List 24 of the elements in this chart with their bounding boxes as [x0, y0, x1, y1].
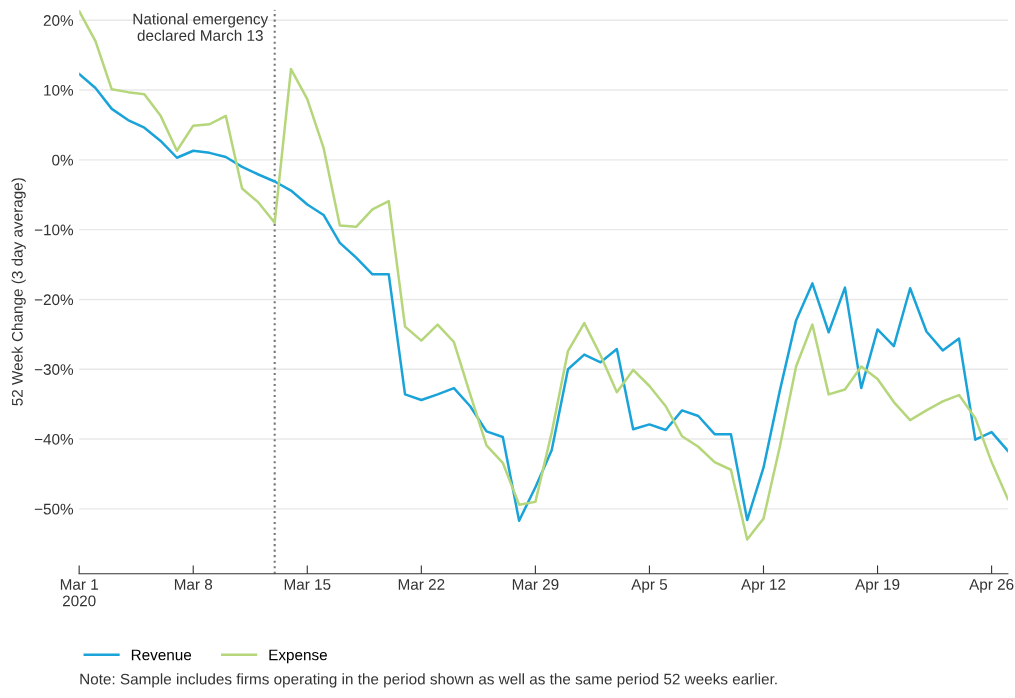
- legend-label: Revenue: [131, 649, 192, 661]
- line-series: [79, 9, 1008, 541]
- y-tick-label: 20%: [43, 15, 74, 26]
- x-tick-label: Mar 22: [398, 579, 445, 590]
- y-tick-label: −50%: [34, 503, 74, 515]
- x-tick-label: Apr 19: [855, 579, 900, 593]
- y-tick-label: −30%: [34, 364, 74, 375]
- y-tick-label: −40%: [34, 433, 74, 445]
- line-series: [79, 72, 1008, 522]
- y-tick-label: −10%: [34, 224, 74, 236]
- x-tick-label: Mar 29: [512, 579, 559, 590]
- legend-label: Expense: [269, 649, 327, 664]
- x-tick-label: Mar 1 2020: [60, 579, 98, 607]
- y-tick-label: 0%: [52, 154, 74, 166]
- x-tick-label: Apr 12: [741, 579, 786, 593]
- ref-line-label: National emergency declared March 13: [133, 13, 269, 41]
- x-tick-label: Apr 26: [969, 579, 1014, 593]
- x-tick-label: Apr 5: [631, 579, 668, 593]
- x-tick-label: Mar 15: [284, 579, 331, 590]
- x-tick-label: Mar 8: [174, 579, 213, 590]
- y-tick-label: −20%: [34, 294, 74, 306]
- y-axis-title: 52 Week Change (3 day average): [11, 178, 26, 406]
- y-tick-label: 10%: [44, 84, 74, 96]
- text: Note: Sample includes firms operating in the period shown as well as the same period 52 weeks earlier.: [80, 673, 777, 688]
